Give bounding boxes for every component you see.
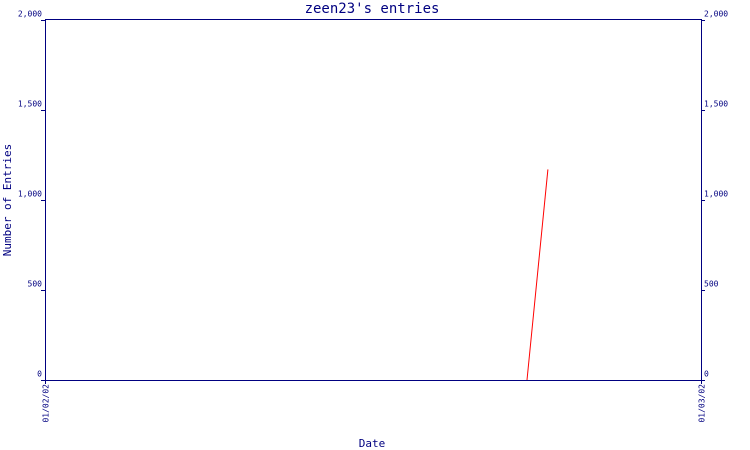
chart-title: zeen23's entries (305, 1, 440, 17)
y-tick-label-right: 2,000 (704, 10, 728, 19)
x-tick-label: 01/02/02 (42, 384, 51, 423)
y-tick-label-left: 1,000 (18, 190, 42, 199)
y-axis-title: Number of Entries (1, 144, 14, 257)
x-tick-label: 01/03/02 (698, 384, 707, 423)
y-tick-label-right: 0 (704, 370, 709, 379)
x-axis: 01/02/02 01/03/02 (42, 380, 707, 423)
y-tick-label-right: 1,500 (704, 100, 728, 109)
y-axis-right: 0 500 1,000 1,500 2,000 (701, 10, 728, 381)
y-tick-label-left: 2,000 (18, 10, 42, 19)
y-tick-label-right: 1,000 (704, 190, 728, 199)
y-tick-label-right: 500 (704, 280, 719, 289)
y-axis-left: 0 500 1,000 1,500 2,000 (18, 10, 45, 381)
series-line (526, 169, 549, 381)
y-tick-label-left: 1,500 (18, 100, 42, 109)
y-tick-label-left: 0 (37, 370, 42, 379)
series-layer (526, 169, 549, 381)
x-axis-title: Date (359, 437, 386, 450)
y-tick-label-left: 500 (28, 280, 43, 289)
plot-frame (45, 19, 702, 381)
